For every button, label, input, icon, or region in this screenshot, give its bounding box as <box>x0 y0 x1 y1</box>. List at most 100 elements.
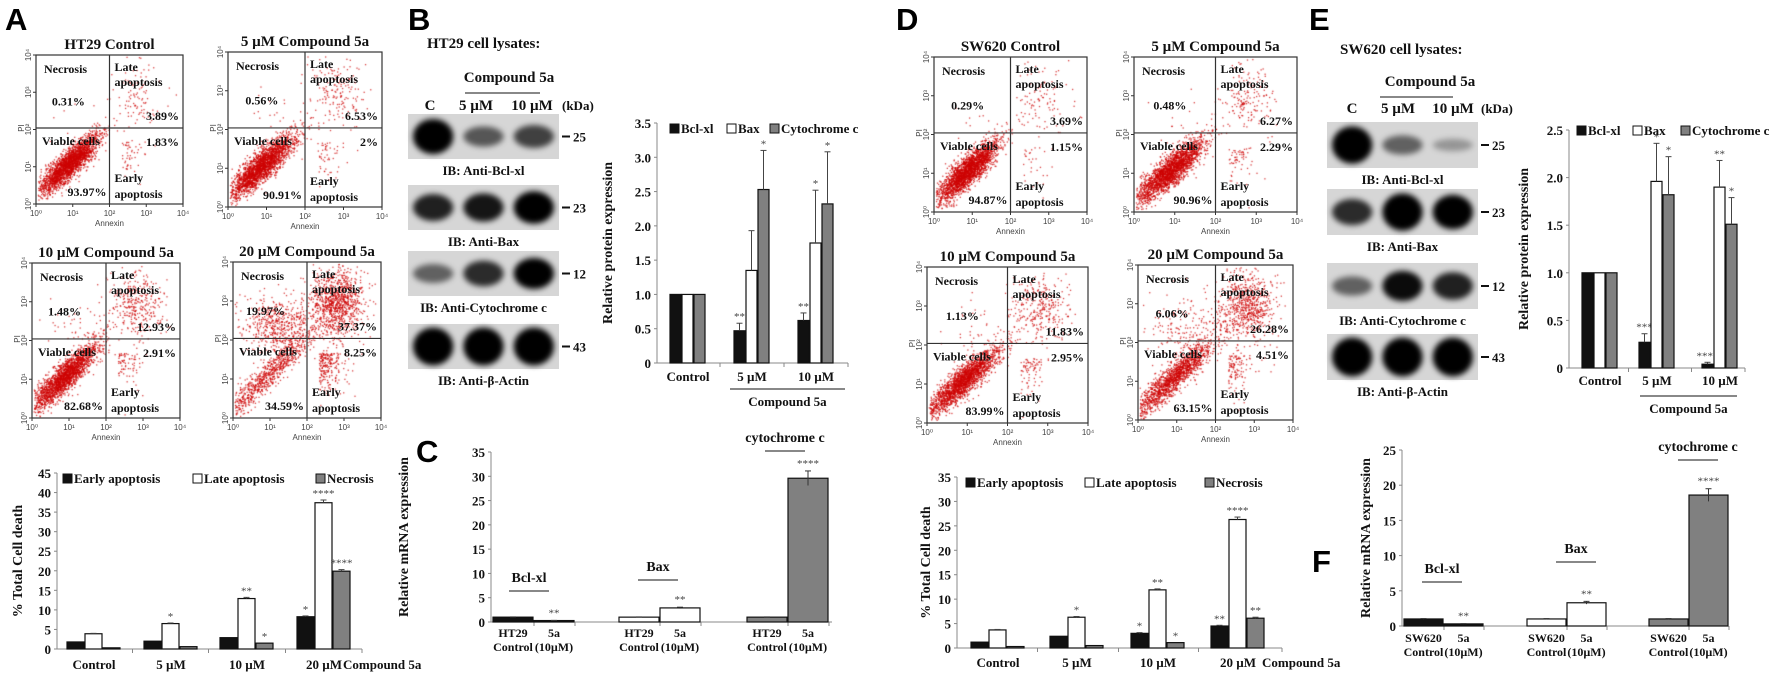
early-apoptosis-percent: 8.25% <box>344 345 377 359</box>
gene-group-label: cytochrome c <box>1658 440 1737 455</box>
early-apoptosis-label: Early <box>1221 387 1250 401</box>
y-tick-label: 0 <box>45 642 52 657</box>
lane-label: 10 µM <box>511 98 553 114</box>
x-tick-label: 10⁰ <box>222 212 234 221</box>
x-tick-label: 10³ <box>1248 425 1260 434</box>
legend-label: Bcl-xl <box>681 121 714 136</box>
bar-label: (10µM) <box>535 640 573 654</box>
y-tick-label: 0 <box>479 615 486 630</box>
y-tick-label: 10¹ <box>922 167 931 179</box>
bar-label: (10µM) <box>1444 645 1482 659</box>
x-tick-label: 10² <box>1210 425 1222 434</box>
protein-band <box>1382 135 1423 155</box>
legend-label: Necrosis <box>327 471 374 486</box>
bar <box>1566 602 1607 627</box>
y-tick-label: 0.5 <box>1547 313 1564 328</box>
protein-band <box>463 193 504 222</box>
late-apoptosis-percent: 6.27% <box>1260 114 1293 128</box>
category-label: Control <box>72 657 115 672</box>
x-tick-label: 10³ <box>1042 428 1054 437</box>
significance-marker: **** <box>1697 350 1719 362</box>
late-apoptosis-label: Late <box>310 57 334 71</box>
bar <box>1725 223 1738 369</box>
bar <box>1648 618 1689 627</box>
x-tick-label: 10² <box>100 423 112 432</box>
x-axis-label-annexin: Annexin <box>996 227 1025 236</box>
y-tick-label: 10² <box>20 334 29 346</box>
y-axis-label: % Total Cell death <box>919 506 934 619</box>
gene-group-label: Bax <box>646 560 669 575</box>
y-tick-label: 2.0 <box>1547 171 1563 186</box>
plot-title: 20 µM Compound 5a <box>239 244 375 260</box>
significance-marker: * <box>825 140 831 152</box>
bar-label: Control <box>1527 645 1567 659</box>
antibody-label: IB: Anti-Cytochrome c <box>420 300 547 315</box>
protein-band <box>413 264 454 283</box>
kda-marker-label: 23 <box>573 201 587 216</box>
y-tick-label: 20 <box>38 564 51 579</box>
early-apoptosis-label: Early <box>111 385 140 399</box>
y-tick-label: 3.5 <box>635 116 652 131</box>
viable-cells-label: Viable cells <box>234 134 292 148</box>
y-tick-label: 10⁰ <box>915 417 924 429</box>
late-apoptosis-label: Late <box>111 268 135 282</box>
y-axis-label: Relative mRNA expression <box>1359 458 1374 618</box>
y-tick-label: 10² <box>221 334 230 346</box>
x-tick-label: 10⁰ <box>921 428 933 437</box>
y-tick-label: 1.5 <box>1547 218 1564 233</box>
category-label: 20 µM <box>306 657 342 672</box>
y-axis-label-pi: PI <box>13 335 22 343</box>
viable-percent: 83.99% <box>966 404 1005 418</box>
late-apoptosis-label: apoptosis <box>1016 77 1064 91</box>
x-tick-label: 10¹ <box>1169 217 1181 226</box>
significance-marker: ** <box>241 585 252 597</box>
bar <box>1085 644 1104 649</box>
x-tick-label: 10³ <box>1250 217 1262 226</box>
y-tick-label: 10 <box>472 566 485 581</box>
viable-cells-label: Viable cells <box>1140 139 1198 153</box>
bar <box>1526 618 1567 627</box>
y-tick-label: 10³ <box>24 86 33 98</box>
x-tick-label: 10¹ <box>966 217 978 226</box>
y-tick-label: 10⁰ <box>20 412 29 424</box>
significance-marker: **** <box>331 558 353 570</box>
significance-marker: **** <box>797 458 819 470</box>
significance-marker: ** <box>798 301 809 313</box>
y-tick-label: 0 <box>1390 619 1397 634</box>
y-tick-label: 10⁰ <box>1126 414 1135 426</box>
y-tick-label: 1.0 <box>635 287 651 302</box>
y-tick-label: 10³ <box>216 85 225 97</box>
early-apoptosis-label: Early <box>1221 179 1250 193</box>
y-tick-label: 10³ <box>20 296 29 308</box>
plot-title: 5 µM Compound 5a <box>1151 39 1280 55</box>
bar <box>1403 618 1444 627</box>
kda-marker-label: 23 <box>1492 205 1506 220</box>
antibody-label: IB: Anti-β-Actin <box>1357 384 1449 399</box>
x-tick-label: 10⁰ <box>928 217 940 226</box>
category-label: 10 µM <box>798 369 834 384</box>
y-axis-label: Relative mRNA expression <box>397 457 412 617</box>
significance-marker: ** <box>1214 613 1225 625</box>
bar <box>1049 635 1068 649</box>
bar <box>84 633 103 650</box>
lane-label: C <box>425 98 436 114</box>
significance-marker: ** <box>1458 611 1469 623</box>
late-apoptosis-label: apoptosis <box>310 72 358 86</box>
necrosis-label: Necrosis <box>1142 64 1185 78</box>
bar <box>1688 494 1729 627</box>
kda-marker-label: 25 <box>1492 138 1506 153</box>
antibody-label: IB: Anti-Bax <box>1367 239 1439 254</box>
bar <box>1605 272 1618 369</box>
x-tick-label: 10¹ <box>261 212 273 221</box>
viable-percent: 34.59% <box>265 399 304 413</box>
legend-label: Early apoptosis <box>74 471 160 486</box>
late-apoptosis-label: apoptosis <box>111 283 159 297</box>
viable-cells-label: Viable cells <box>1144 347 1202 361</box>
legend-label: Late apoptosis <box>1096 475 1177 490</box>
early-apoptosis-label: Early <box>1016 179 1045 193</box>
y-tick-label: 25 <box>38 544 52 559</box>
category-label: 5 µM <box>156 657 186 672</box>
y-axis-label-pi: PI <box>1115 129 1124 137</box>
significance-marker: **** <box>313 488 335 500</box>
